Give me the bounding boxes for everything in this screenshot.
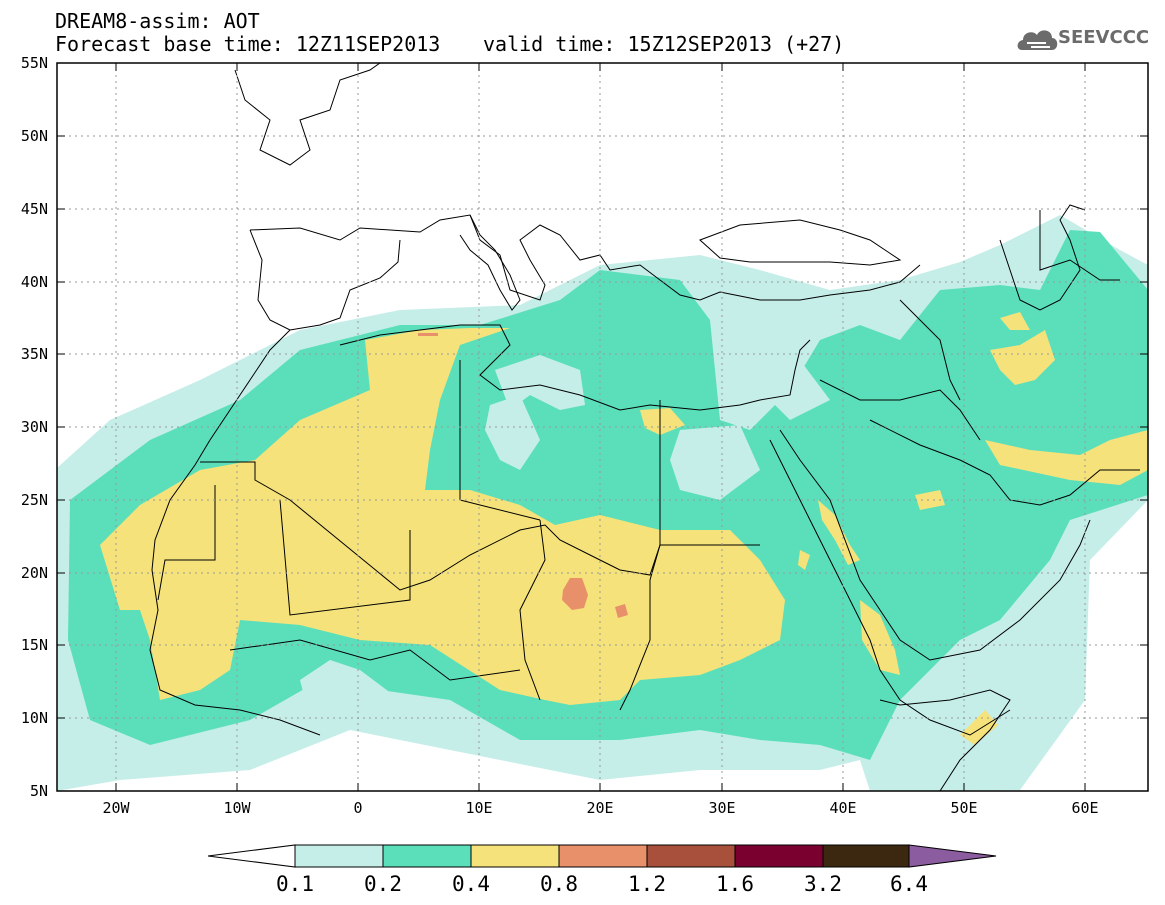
lon-label: 40E [829,799,857,817]
aot-level-0.4 [100,328,785,705]
ticks [57,63,1148,791]
colorbar-swatch [646,844,736,868]
lon-label: 20W [102,799,130,817]
lat-label: 20N [20,564,48,582]
logo-text: SEEVCCC [1058,27,1150,48]
grid [57,63,1148,791]
colorbar [207,844,997,868]
colorbar-swatch [470,844,560,868]
colorbar-label: 3.2 [804,872,842,896]
colorbar-over-arrow [908,844,997,868]
lat-label: 15N [20,636,48,654]
lon-label: 0 [353,799,363,817]
lat-label: 10N [20,709,48,727]
colorbar-swatch [734,844,824,868]
lat-label: 25N [20,491,48,509]
colorbar-label: 0.1 [276,872,314,896]
lat-label: 35N [20,345,48,363]
colorbar-label: 6.4 [890,872,928,896]
lon-label: 10W [223,799,251,817]
lat-label: 50N [20,127,48,145]
aot-level-0.8 [562,578,588,610]
lon-label: 10E [465,799,493,817]
colorbar-label: 0.8 [540,872,578,896]
coastlines [149,63,1140,791]
colorbar-label: 1.2 [628,872,666,896]
valid-time-label: valid time: 15Z12SEP2013 (+27) [483,32,845,56]
map-title: DREAM8-assim: AOT [55,9,260,33]
aot-fields [57,63,1148,791]
lat-label: 30N [20,418,48,436]
lon-label: 50E [950,799,978,817]
lat-label: 45N [20,200,48,218]
colorbar-swatch [382,844,472,868]
colorbar-swatch [294,844,384,868]
colorbar-swatch [822,844,910,868]
colorbar-label: 0.2 [364,872,402,896]
colorbar-label: 0.4 [452,872,490,896]
colorbar-label: 1.6 [716,872,754,896]
colorbar-swatch [558,844,648,868]
lat-label: 5N [29,782,48,800]
lon-label: 30E [708,799,736,817]
lon-label: 60E [1071,799,1099,817]
lon-label: 20E [586,799,614,817]
lat-label: 55N [20,54,48,72]
colorbar-under-arrow [207,844,296,868]
lat-label: 40N [20,273,48,291]
base-time-label: Forecast base time: 12Z11SEP2013 [55,32,441,56]
cloud-icon [1017,30,1058,50]
